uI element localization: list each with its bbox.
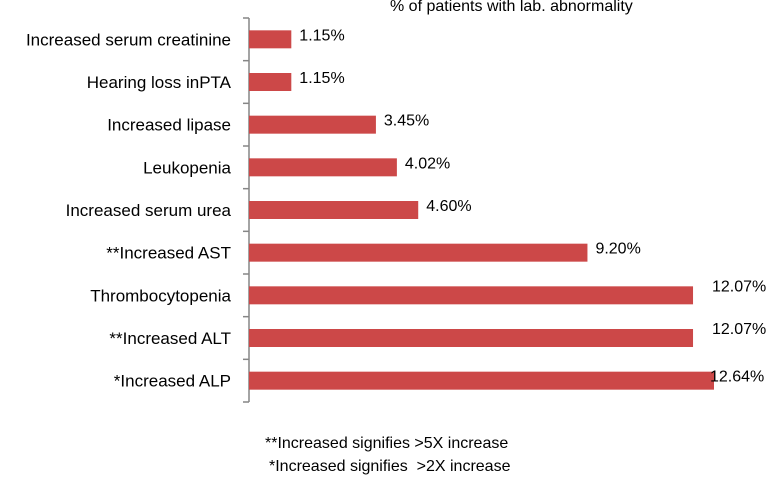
footnote-5x: **Increased signifies >5X increase [265, 435, 509, 452]
category-label: **Increased AST [106, 244, 231, 263]
value-label: 3.45% [384, 113, 429, 130]
bar [249, 30, 292, 49]
category-label: **Increased ALT [109, 329, 231, 348]
value-label: 4.60% [426, 198, 471, 215]
category-label: Hearing loss inPTA [87, 73, 232, 92]
bar [249, 73, 292, 91]
value-label: 12.07% [712, 321, 766, 338]
category-label: Increased serum creatinine [26, 30, 231, 49]
bar [249, 201, 419, 219]
chart-title: % of patients with lab. abnormality [390, 0, 633, 15]
value-label: 4.02% [405, 155, 450, 172]
category-label: Leukopenia [143, 158, 231, 177]
bar [249, 371, 714, 390]
bar [249, 286, 694, 305]
category-label: Thrombocytopenia [90, 286, 231, 305]
category-label: Increased serum urea [66, 201, 232, 220]
value-label: 1.15% [299, 27, 344, 44]
value-label: 12.64% [710, 369, 764, 386]
category-label: Increased lipase [107, 116, 231, 135]
bar [249, 158, 397, 177]
bar [249, 243, 588, 262]
value-label: 1.15% [299, 70, 344, 87]
bar [249, 115, 376, 134]
category-label: *Increased ALP [114, 372, 231, 391]
value-label: 9.20% [595, 241, 640, 258]
footnote-2x: *Increased signifies >2X increase [269, 458, 511, 475]
value-label: 12.07% [712, 278, 766, 295]
bar [249, 329, 694, 347]
